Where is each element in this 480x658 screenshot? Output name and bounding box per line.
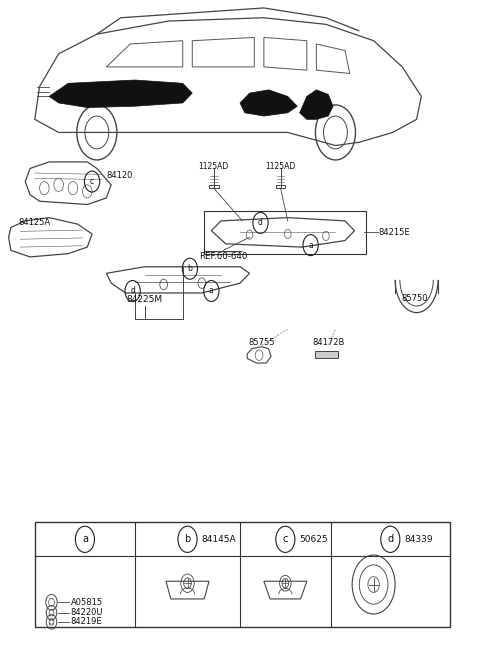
Text: 84219E: 84219E [71, 617, 102, 626]
Bar [35, 522, 450, 627]
Text: d: d [387, 534, 394, 544]
Text: a: a [82, 534, 88, 544]
Text: 84220U: 84220U [71, 608, 103, 617]
Text: 84120: 84120 [107, 170, 133, 180]
Polygon shape [49, 80, 192, 107]
Text: REF.60-640: REF.60-640 [199, 251, 248, 261]
Text: 50625: 50625 [300, 535, 328, 544]
Text: 84225M: 84225M [127, 295, 163, 304]
Text: b: b [184, 534, 191, 544]
Text: 85750: 85750 [401, 293, 427, 303]
Text: 1125AD: 1125AD [265, 162, 296, 171]
Text: a: a [209, 286, 214, 295]
Text: d: d [130, 286, 135, 295]
Text: 84339: 84339 [405, 535, 433, 544]
Text: 84145A: 84145A [202, 535, 237, 544]
Text: A05815: A05815 [71, 597, 103, 607]
Polygon shape [240, 90, 297, 116]
Text: 84215E: 84215E [378, 228, 410, 236]
Text: b: b [188, 265, 192, 273]
Text: d: d [258, 218, 263, 228]
Bar [315, 351, 338, 359]
Text: c: c [283, 534, 288, 544]
Text: 85755: 85755 [248, 338, 275, 347]
Text: 84125A: 84125A [19, 218, 51, 228]
Polygon shape [300, 90, 333, 119]
Text: 84172B: 84172B [312, 338, 345, 347]
Text: c: c [90, 177, 94, 186]
Text: a: a [308, 241, 313, 249]
Text: 1125AD: 1125AD [199, 162, 229, 171]
